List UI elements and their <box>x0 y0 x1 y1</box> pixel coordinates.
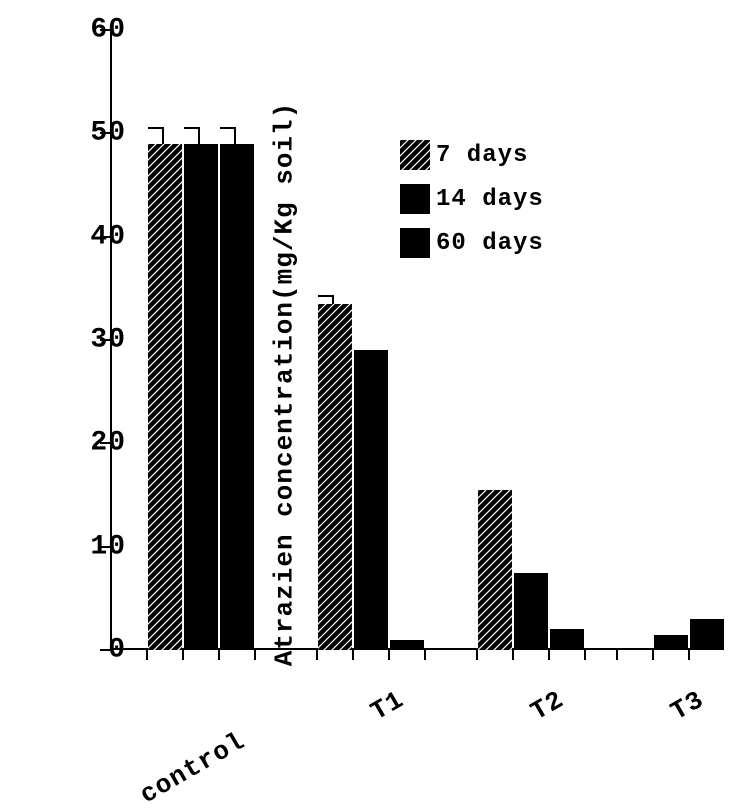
y-tick-label: 30 <box>90 325 126 356</box>
bar <box>654 635 688 651</box>
plot-area: 7 days 14 days 60 days <box>110 30 710 650</box>
y-tick-label: 50 <box>90 118 126 149</box>
y-tick-label: 20 <box>90 428 126 459</box>
bar <box>220 144 254 650</box>
x-tick <box>616 650 618 660</box>
legend-swatch-solid <box>400 184 430 214</box>
legend-swatch-solid2 <box>400 228 430 258</box>
bar <box>354 350 388 650</box>
legend-item-14days: 14 days <box>400 184 544 214</box>
error-bar <box>332 296 334 304</box>
legend-item-7days: 7 days <box>400 140 544 170</box>
x-tick <box>512 650 514 660</box>
legend-label: 7 days <box>436 142 528 169</box>
error-cap <box>318 295 334 297</box>
error-bar <box>198 128 200 144</box>
error-cap <box>220 127 236 129</box>
error-bar <box>234 128 236 144</box>
x-tick <box>388 650 390 660</box>
bar <box>550 629 584 650</box>
x-tick <box>652 650 654 660</box>
x-tick <box>218 650 220 660</box>
x-tick <box>316 650 318 660</box>
bar <box>184 144 218 650</box>
bar <box>390 640 424 650</box>
bar <box>690 619 724 650</box>
chart-container: Atrazien concentration(mg/Kg soil) 7 day… <box>0 0 738 767</box>
y-tick-label: 40 <box>90 221 126 252</box>
legend: 7 days 14 days 60 days <box>400 140 544 272</box>
legend-item-60days: 60 days <box>400 228 544 258</box>
x-tick <box>476 650 478 660</box>
x-tick-label: T3 <box>666 685 710 728</box>
x-tick <box>688 650 690 660</box>
error-bar <box>162 128 164 144</box>
bar <box>318 304 352 650</box>
x-tick-label: T2 <box>526 685 570 728</box>
bar <box>514 573 548 651</box>
x-tick-label: T1 <box>366 685 410 728</box>
x-tick <box>548 650 550 660</box>
y-tick-label: 10 <box>90 531 126 562</box>
legend-swatch-hatch <box>400 140 430 170</box>
legend-label: 14 days <box>436 186 544 213</box>
error-cap <box>184 127 200 129</box>
x-tick <box>424 650 426 660</box>
bar <box>148 144 182 650</box>
legend-label: 60 days <box>436 230 544 257</box>
x-tick <box>352 650 354 660</box>
x-tick <box>146 650 148 660</box>
x-tick <box>584 650 586 660</box>
error-cap <box>148 127 164 129</box>
y-tick-label: 60 <box>90 15 126 46</box>
y-tick-label: 0 <box>108 635 126 666</box>
bar <box>478 490 512 650</box>
x-tick-label: control <box>135 726 251 810</box>
x-tick <box>254 650 256 660</box>
x-tick <box>182 650 184 660</box>
